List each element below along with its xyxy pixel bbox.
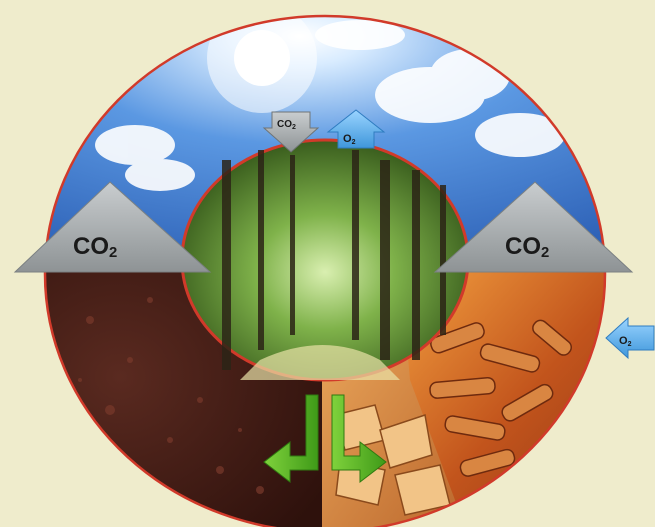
o2-up-arrow: O2 xyxy=(326,109,386,149)
svg-text:CO2: CO2 xyxy=(277,119,296,131)
tree-trunks xyxy=(222,150,446,370)
svg-text:CO2: CO2 xyxy=(73,233,117,261)
wood-chips-texture xyxy=(334,404,451,516)
wood-pellets-texture xyxy=(429,319,573,477)
o2-side-arrow: O2 xyxy=(605,316,655,360)
green-arrow-right xyxy=(331,394,387,484)
soil-texture xyxy=(78,297,264,494)
sun-icon xyxy=(207,16,317,113)
svg-text:O2: O2 xyxy=(619,335,632,348)
co2-right-arrow: CO2 xyxy=(433,181,634,273)
forest-path xyxy=(240,345,400,380)
svg-text:CO2: CO2 xyxy=(505,233,549,261)
forest-center xyxy=(180,138,470,382)
co2-down-arrow: CO2 xyxy=(262,111,320,153)
green-arrow-left xyxy=(263,394,319,484)
outer-ring-border xyxy=(43,14,607,527)
co2-small-label: CO xyxy=(277,119,292,130)
co2-left-arrow: CO2 xyxy=(13,181,212,273)
co2-left-label: CO xyxy=(73,233,109,260)
svg-text:O2: O2 xyxy=(343,133,356,146)
o2-side-label: O xyxy=(619,335,628,347)
o2-small-label: O xyxy=(343,133,352,145)
co2-right-label: CO xyxy=(505,233,541,260)
